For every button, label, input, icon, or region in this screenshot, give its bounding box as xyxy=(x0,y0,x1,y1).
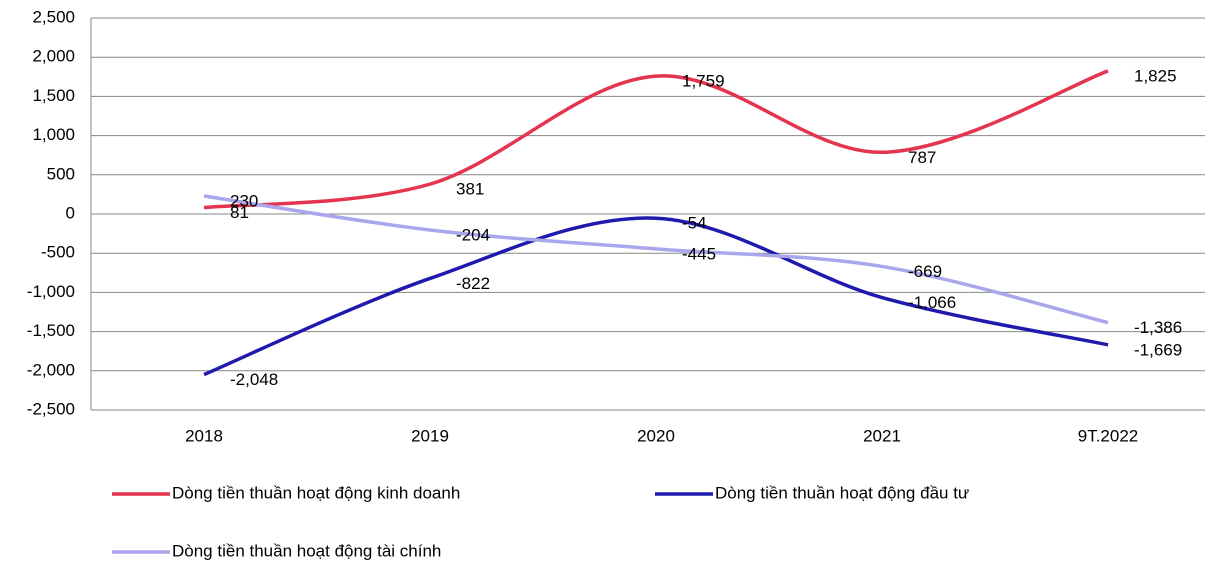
data-label: 1,759 xyxy=(682,72,725,91)
legend-label: Dòng tiền thuần hoạt động kinh doanh xyxy=(172,483,460,502)
data-label: -54 xyxy=(682,214,707,233)
data-label: 230 xyxy=(230,191,258,210)
y-tick-label: -2,500 xyxy=(27,399,75,418)
y-tick-label: 1,500 xyxy=(32,86,75,105)
data-label: -1,386 xyxy=(1134,318,1182,337)
legend-label: Dòng tiền thuần hoạt động tài chính xyxy=(172,541,441,560)
y-tick-label: -2,000 xyxy=(27,360,75,379)
data-label: -1,066 xyxy=(908,293,956,312)
series-line xyxy=(203,194,1109,325)
data-label: -204 xyxy=(456,225,490,244)
data-label: -822 xyxy=(456,274,490,293)
y-tick-label: -500 xyxy=(41,243,75,262)
x-tick-label: 2018 xyxy=(185,426,223,445)
data-label: 381 xyxy=(456,180,484,199)
x-tick-label: 2021 xyxy=(863,426,901,445)
legend-label: Dòng tiền thuần hoạt động đầu tư xyxy=(715,483,969,502)
series-line xyxy=(203,216,1109,377)
y-tick-label: 0 xyxy=(66,203,75,222)
data-label: -2,048 xyxy=(230,370,278,389)
data-label: -1,669 xyxy=(1134,340,1182,359)
y-tick-label: 1,000 xyxy=(32,125,75,144)
x-tick-label: 9T.2022 xyxy=(1078,426,1139,445)
y-tick-label: 500 xyxy=(47,164,75,183)
data-label: 787 xyxy=(908,148,936,167)
x-tick-label: 2019 xyxy=(411,426,449,445)
data-label: -445 xyxy=(682,244,716,263)
y-tick-label: -1,500 xyxy=(27,321,75,340)
y-tick-label: 2,500 xyxy=(32,7,75,26)
data-label: 81 xyxy=(230,203,249,222)
data-label: -669 xyxy=(908,262,942,281)
y-tick-label: 2,000 xyxy=(32,47,75,66)
y-tick-label: -1,000 xyxy=(27,282,75,301)
series-line xyxy=(203,69,1109,210)
data-label: 1,825 xyxy=(1134,66,1177,85)
x-tick-label: 2020 xyxy=(637,426,675,445)
